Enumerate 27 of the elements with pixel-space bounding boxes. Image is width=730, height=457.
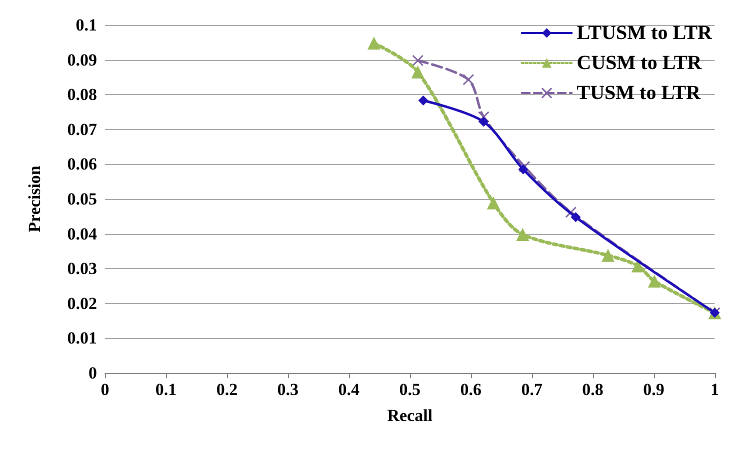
y-tick-label: 0.02: [67, 294, 97, 313]
x-tick-label: 0.7: [521, 380, 543, 399]
x-tick-label: 1: [710, 380, 719, 399]
y-tick-label: 0.01: [67, 328, 97, 348]
legend-label: CUSM to LTR: [576, 52, 702, 74]
x-tick-label: 0: [100, 380, 110, 399]
y-tick-label: 0.05: [67, 190, 97, 208]
x-axis-title: Recall: [387, 406, 433, 425]
y-tick-label: 0.03: [67, 259, 97, 278]
y-tick-label: 0.06: [67, 154, 97, 174]
x-tick-label: 0.4: [338, 380, 360, 399]
x-tick-label: 0.3: [277, 380, 299, 399]
y-axis-title: Precision: [25, 165, 44, 232]
x-tick-label: 0.2: [216, 380, 238, 399]
y-tick-label: 0: [88, 364, 97, 382]
y-tick-label: 0.07: [67, 120, 98, 139]
x-tick-label: 0.9: [643, 380, 664, 399]
y-tick-label: 0.09: [67, 50, 97, 70]
legend-label: TUSM to LTR: [576, 82, 702, 104]
x-tick-label: 0.8: [582, 380, 604, 399]
legend-label: LTUSM to LTR: [576, 22, 713, 44]
y-tick-label: 0.1: [76, 16, 97, 34]
x-tick-label: 0.5: [399, 380, 420, 399]
x-tick-label: 0.1: [155, 380, 177, 399]
y-tick-label: 0.04: [67, 224, 98, 244]
x-tick-label: 0.6: [460, 380, 482, 399]
y-tick-label: 0.08: [67, 85, 97, 104]
